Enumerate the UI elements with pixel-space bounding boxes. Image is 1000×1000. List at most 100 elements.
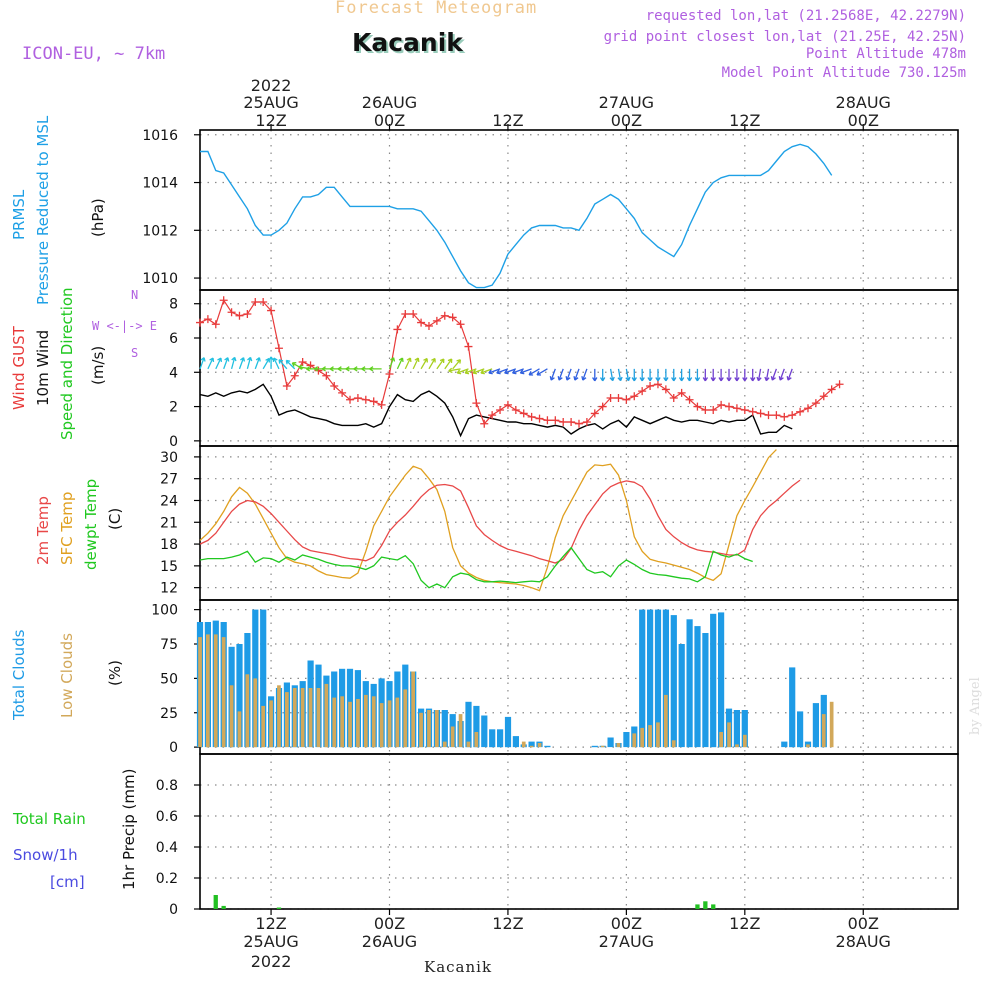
wind-direction-arrow — [428, 357, 436, 370]
y-tick-label: 4 — [169, 365, 178, 381]
total-cloud-bar — [504, 716, 512, 748]
wind-direction-arrow — [778, 368, 785, 381]
rain-bar — [711, 904, 716, 909]
gust-marker — [243, 310, 252, 318]
y-tick-label: 0.2 — [156, 871, 178, 887]
gust-marker — [448, 313, 457, 322]
low-cloud-bar — [640, 727, 644, 748]
total-cloud-bar — [694, 626, 701, 748]
wind-direction-arrow — [369, 366, 382, 372]
wind-direction-arrow — [565, 368, 572, 381]
low-cloud-bar — [206, 634, 210, 748]
gust-marker — [267, 306, 276, 315]
low-cloud-bar — [395, 697, 400, 748]
y-tick-label: 1010 — [142, 271, 178, 287]
y-tick-label: 0.4 — [156, 840, 178, 856]
wind-direction-arrow — [599, 368, 606, 382]
y-tick-label: 27 — [160, 472, 178, 488]
top-axis-hour: 12Z — [492, 111, 523, 130]
gust-marker — [575, 419, 583, 428]
bottom-axis-hour: 12Z — [255, 914, 286, 933]
gust-marker — [393, 325, 402, 334]
gust-marker — [259, 298, 268, 306]
gust-marker — [346, 395, 355, 404]
wind-direction-arrow — [686, 368, 693, 382]
low-cloud-bar — [300, 688, 305, 748]
gust-marker — [369, 397, 378, 406]
gust-marker — [385, 370, 394, 378]
panel-frame — [199, 129, 959, 291]
snow-unit-label: [cm] — [50, 873, 85, 891]
wind-direction-arrow — [452, 359, 462, 370]
low-cloud-bar — [269, 700, 273, 748]
gust-marker — [535, 414, 544, 423]
wind-direction-arrow — [488, 368, 501, 375]
gust-marker — [290, 371, 299, 380]
low-cloud-bar — [277, 685, 281, 748]
y-tick-label: 1016 — [142, 128, 178, 144]
dewpoint-line — [199, 546, 753, 589]
gust-marker — [622, 395, 631, 404]
low-cloud-bar — [371, 696, 376, 748]
gust-marker — [361, 395, 370, 404]
y-tick-label: 21 — [160, 515, 178, 531]
low-cloud-bar — [806, 744, 810, 748]
low-cloud-bar — [821, 714, 826, 748]
low-cloud-bar — [664, 694, 668, 748]
wind-direction-arrow — [617, 368, 623, 382]
y-tick-label: 1014 — [142, 176, 178, 192]
gust-marker — [456, 320, 465, 329]
total-cloud-bar — [512, 736, 519, 748]
low-cloud-bar — [237, 711, 242, 748]
gust-marker — [196, 318, 204, 327]
gust-marker — [646, 382, 655, 390]
sfc-temp-line — [199, 449, 777, 592]
wind-gust-line — [199, 298, 840, 425]
total-cloud-bar — [654, 609, 662, 748]
wind-direction-arrow — [412, 357, 420, 370]
wind-direction-arrow — [230, 356, 237, 370]
low-cloud-bar — [332, 697, 337, 748]
gust-marker — [567, 418, 576, 426]
total-cloud-bar — [789, 667, 796, 748]
low-cloud-bar — [616, 743, 621, 748]
low-cloud-bar — [245, 674, 250, 748]
wind-direction-arrow — [207, 357, 215, 370]
low-cloud-bar — [261, 705, 265, 748]
top-axis-date: 26AUG — [362, 93, 417, 112]
total-cloud-bar — [473, 705, 480, 748]
wind-direction-arrow — [278, 359, 288, 370]
low-cloud-bar — [285, 692, 289, 748]
bottom-axis-hour: 00Z — [848, 914, 879, 933]
gust-marker — [598, 402, 607, 411]
y-tick-label: 0.6 — [156, 809, 178, 825]
gust-marker — [661, 385, 670, 394]
low-cloud-bar — [474, 732, 479, 748]
gust-marker — [630, 392, 639, 401]
y-tick-label: 0 — [169, 434, 178, 450]
top-axis-hour: 00Z — [848, 111, 879, 130]
wind-direction-arrow — [678, 368, 685, 382]
low-cloud-bar — [221, 637, 226, 748]
total-cloud-bar — [647, 609, 654, 748]
point-altitude: Point Altitude 478m — [805, 46, 966, 62]
pressure-line — [200, 143, 833, 289]
wind-direction-arrow — [420, 357, 428, 370]
bottom-axis-hour: 12Z — [729, 914, 760, 933]
gust-marker — [740, 406, 749, 414]
wind-direction-arrow — [272, 357, 280, 370]
y-tick-label: 18 — [160, 537, 178, 553]
gust-marker — [543, 416, 552, 425]
total-rain-label: Total Rain — [13, 810, 86, 828]
gust-marker — [764, 411, 773, 420]
gust-marker — [322, 371, 331, 380]
low-cloud-bar — [632, 733, 637, 748]
total-cloud-bar — [670, 615, 677, 748]
total-cloud-bar — [236, 644, 243, 748]
wind-direction-arrow — [756, 368, 762, 382]
low-cloud-bar — [735, 744, 739, 748]
rain-bar — [695, 904, 700, 909]
wind-direction-arrow — [718, 368, 724, 382]
gust-marker — [835, 380, 844, 389]
wind-direction-arrow — [592, 368, 598, 382]
